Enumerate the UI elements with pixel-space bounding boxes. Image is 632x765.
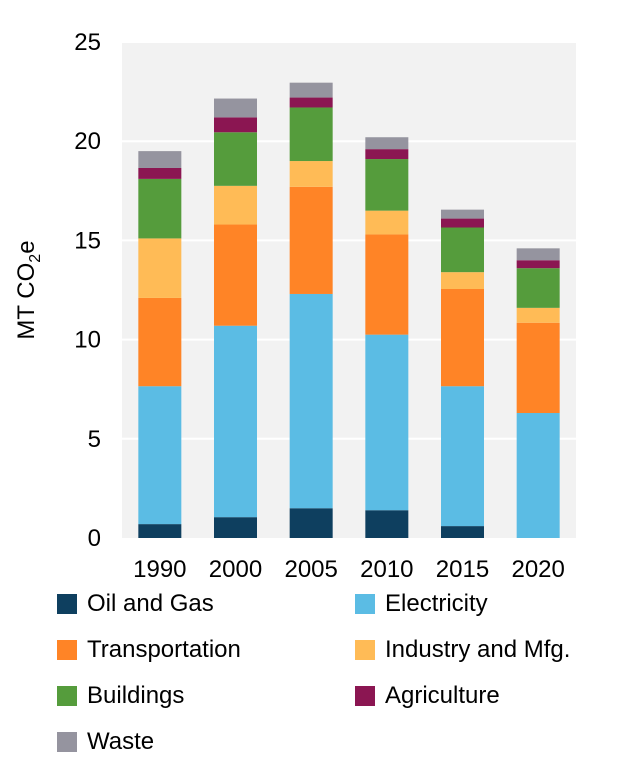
bar-segment (289, 97, 333, 108)
bar-segment (289, 107, 333, 162)
x-tick-label: 2005 (284, 556, 337, 583)
y-tick-label: 5 (88, 426, 101, 453)
legend-swatch (57, 594, 77, 614)
x-tick-label: 1990 (133, 556, 186, 583)
y-tick-label: 0 (88, 525, 101, 552)
bar-segment (138, 524, 182, 538)
legend-item: Buildings (57, 681, 184, 711)
legend-label: Agriculture (385, 682, 500, 709)
legend-item: Electricity (355, 589, 488, 619)
legend-label: Buildings (87, 682, 185, 709)
bar-segment (214, 98, 257, 118)
bar-segment (441, 218, 484, 228)
bar-segment (365, 510, 409, 538)
bar-segment (289, 508, 333, 538)
bar-segment (214, 517, 257, 538)
legend-swatch (355, 594, 375, 614)
legend-item: Industry and Mfg. (355, 635, 570, 665)
y-axis-label: MT CO2e (13, 240, 44, 339)
bar-segment (214, 117, 257, 133)
bar-segment (138, 386, 182, 525)
legend-swatch (355, 640, 375, 660)
legend-item: Oil and Gas (57, 589, 214, 619)
bar-segment (214, 185, 257, 225)
y-axis-ticks: 0 5 10 15 20 25 (74, 29, 101, 552)
bar-segment (365, 210, 409, 235)
y-tick-label: 10 (74, 327, 101, 354)
plot-area-background (122, 42, 576, 538)
bar-segment (516, 268, 560, 308)
bar-segment (289, 293, 333, 509)
legend-label: Transportation (87, 636, 241, 663)
legend-item: Waste (57, 727, 154, 757)
bar-segment (365, 137, 409, 150)
legend-label: Oil and Gas (87, 590, 214, 617)
bar-segment (138, 297, 182, 387)
bar-segment (441, 526, 484, 538)
bar-segment (138, 178, 182, 239)
bar-segment (289, 161, 333, 187)
bar-segment (516, 307, 560, 323)
legend-swatch (57, 686, 77, 706)
legend-label: Waste (87, 728, 155, 755)
y-tick-label: 15 (74, 227, 101, 254)
bar-segment (214, 325, 257, 518)
bar-segment (289, 82, 333, 98)
x-tick-label: 2015 (436, 556, 489, 583)
bar-segment (441, 289, 484, 387)
bar-segment (289, 186, 333, 294)
legend-swatch (355, 686, 375, 706)
bar-segment (441, 227, 484, 273)
legend: Oil and Gas Electricity Transportation Indu… (0, 585, 632, 765)
bar-segment (441, 272, 484, 290)
bars-group (138, 82, 560, 538)
bar-segment (365, 149, 409, 160)
bar-segment (441, 386, 484, 527)
legend-swatch (57, 732, 77, 752)
legend-label: Industry and Mfg. (385, 636, 571, 663)
gridlines (122, 41, 576, 440)
bar-segment (516, 260, 560, 269)
bar-segment (214, 224, 257, 326)
bar-segment (138, 238, 182, 298)
bar-segment (516, 413, 560, 538)
x-tick-label: 2010 (360, 556, 413, 583)
legend-swatch (57, 640, 77, 660)
bar-segment (365, 234, 409, 335)
legend-item: Transportation (57, 635, 241, 665)
bar-segment (138, 151, 182, 168)
y-tick-label: 20 (74, 128, 101, 155)
stacked-bar-chart: 0 5 10 15 20 25 1990 2000 2005 2010 2015 2020 MT C… (13, 29, 576, 583)
bar-segment (365, 159, 409, 211)
bar-segment (441, 209, 484, 219)
x-axis-ticks: 1990 2000 2005 2010 2015 2020 (133, 556, 565, 583)
x-tick-label: 2020 (511, 556, 564, 583)
bar-segment (516, 322, 560, 414)
legend-label: Electricity (385, 590, 488, 617)
y-tick-label: 25 (74, 29, 101, 56)
bar-segment (214, 132, 257, 186)
bar-segment (365, 334, 409, 511)
x-tick-label: 2000 (209, 556, 262, 583)
bar-segment (138, 167, 182, 179)
bar-segment (516, 248, 560, 261)
legend-item: Agriculture (355, 681, 500, 711)
